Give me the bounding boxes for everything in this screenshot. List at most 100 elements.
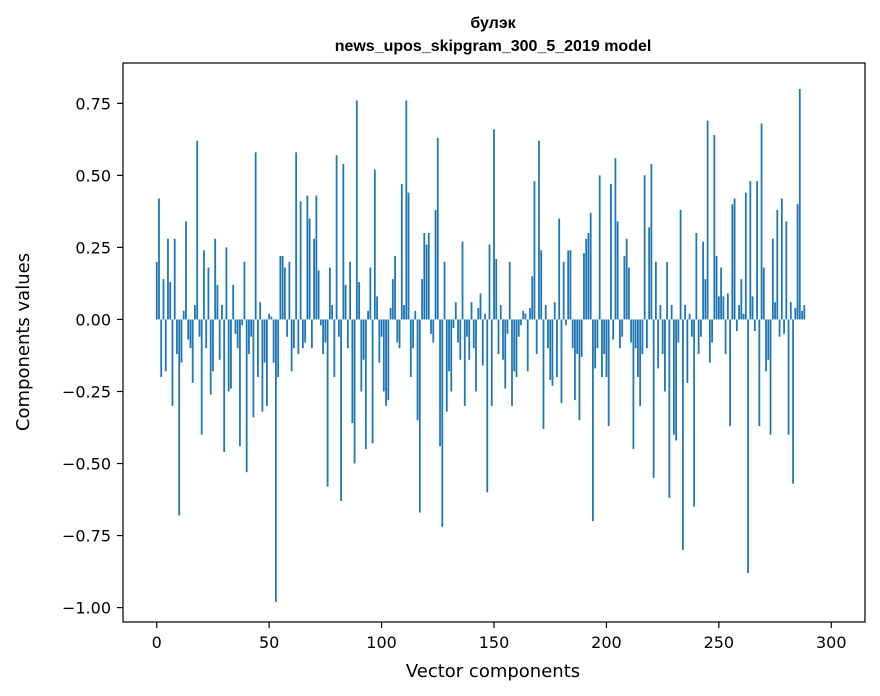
bar-20 bbox=[200, 319, 203, 435]
bar-133 bbox=[454, 302, 457, 320]
bar-284 bbox=[794, 307, 797, 320]
bar-63 bbox=[297, 319, 300, 355]
bar-144 bbox=[479, 293, 482, 320]
bar-221 bbox=[652, 319, 655, 478]
bar-10 bbox=[178, 319, 181, 516]
bar-249 bbox=[715, 256, 718, 320]
bar-60 bbox=[290, 319, 293, 372]
bar-104 bbox=[389, 307, 392, 320]
bar-189 bbox=[580, 319, 583, 357]
bar-59 bbox=[288, 261, 291, 320]
bar-47 bbox=[261, 319, 264, 412]
bar-248 bbox=[713, 135, 716, 320]
x-tick-label-250: 250 bbox=[704, 633, 735, 652]
bar-176 bbox=[551, 319, 554, 386]
bar-191 bbox=[585, 238, 588, 320]
bar-106 bbox=[394, 256, 396, 320]
bar-226 bbox=[663, 319, 666, 392]
bar-116 bbox=[416, 319, 419, 421]
bar-273 bbox=[769, 319, 772, 435]
bar-112 bbox=[407, 192, 410, 320]
bar-120 bbox=[425, 244, 428, 320]
bar-279 bbox=[783, 319, 785, 334]
bar-89 bbox=[355, 100, 358, 320]
bar-128 bbox=[443, 261, 446, 320]
bar-22 bbox=[205, 319, 208, 349]
bar-127 bbox=[441, 319, 444, 527]
bar-55 bbox=[279, 256, 282, 320]
bar-18 bbox=[196, 140, 199, 320]
bar-53 bbox=[275, 319, 277, 602]
bar-121 bbox=[427, 233, 430, 320]
bar-101 bbox=[382, 319, 385, 392]
bar-184 bbox=[569, 250, 572, 320]
bar-46 bbox=[259, 302, 262, 320]
bar-174 bbox=[547, 319, 549, 349]
bar-0 bbox=[155, 261, 158, 320]
bar-68 bbox=[308, 218, 311, 320]
bar-280 bbox=[785, 221, 788, 320]
bar-252 bbox=[722, 296, 725, 320]
bar-21 bbox=[203, 250, 205, 320]
bar-196 bbox=[596, 319, 599, 349]
bar-181 bbox=[562, 261, 565, 320]
bar-115 bbox=[414, 310, 417, 320]
bar-72 bbox=[317, 270, 320, 320]
bar-124 bbox=[434, 209, 437, 320]
bar-269 bbox=[760, 123, 763, 320]
axis-ticks: 0 50 100 150 200 250 300 0.75 0.50 0.25 0.00 −0.25 −… bbox=[62, 94, 847, 652]
y-tick-label--0.5: −0.50 bbox=[62, 455, 111, 474]
bar-259 bbox=[738, 305, 740, 320]
bar-200 bbox=[605, 319, 608, 378]
bar-161 bbox=[517, 319, 520, 337]
bar-236 bbox=[686, 319, 689, 383]
bar-183 bbox=[567, 250, 570, 320]
bar-3 bbox=[162, 279, 165, 320]
bar-48 bbox=[263, 319, 266, 363]
bar-185 bbox=[571, 319, 574, 349]
bar-102 bbox=[385, 319, 387, 406]
bar-103 bbox=[387, 319, 390, 401]
bar-175 bbox=[549, 319, 552, 380]
y-tick-label-0: 0.00 bbox=[75, 310, 111, 329]
bar-182 bbox=[565, 319, 567, 326]
bar-94 bbox=[367, 310, 369, 320]
bar-105 bbox=[391, 279, 394, 320]
x-tick-label-0: 0 bbox=[152, 633, 162, 652]
bar-264 bbox=[749, 181, 752, 320]
bar-71 bbox=[315, 195, 318, 320]
bar-251 bbox=[720, 267, 722, 320]
bar-228 bbox=[668, 319, 671, 499]
bar-227 bbox=[666, 261, 669, 320]
bar-17 bbox=[194, 305, 196, 320]
bar-193 bbox=[589, 212, 592, 320]
bar-123 bbox=[432, 319, 435, 343]
bar-7 bbox=[171, 319, 174, 406]
bar-86 bbox=[349, 261, 351, 320]
bar-285 bbox=[796, 204, 799, 320]
bar-278 bbox=[780, 198, 783, 320]
bar-132 bbox=[452, 319, 455, 329]
bar-167 bbox=[531, 276, 534, 320]
bar-126 bbox=[439, 319, 441, 447]
bar-76 bbox=[326, 319, 329, 487]
bar-282 bbox=[789, 302, 792, 320]
bar-208 bbox=[623, 256, 626, 320]
bar-64 bbox=[299, 201, 302, 320]
bar-136 bbox=[461, 241, 464, 320]
bar-11 bbox=[180, 319, 183, 363]
bar-38 bbox=[241, 319, 244, 326]
bar-122 bbox=[430, 319, 432, 334]
bar-99 bbox=[378, 319, 381, 363]
bar-257 bbox=[733, 198, 736, 320]
bar-129 bbox=[445, 319, 448, 412]
bar-32 bbox=[227, 319, 230, 392]
bar-146 bbox=[484, 313, 486, 320]
bar-36 bbox=[236, 319, 239, 349]
bar-109 bbox=[400, 184, 403, 320]
bar-67 bbox=[306, 195, 309, 320]
bar-234 bbox=[681, 319, 684, 550]
bar-147 bbox=[486, 319, 489, 493]
bar-230 bbox=[672, 319, 675, 435]
